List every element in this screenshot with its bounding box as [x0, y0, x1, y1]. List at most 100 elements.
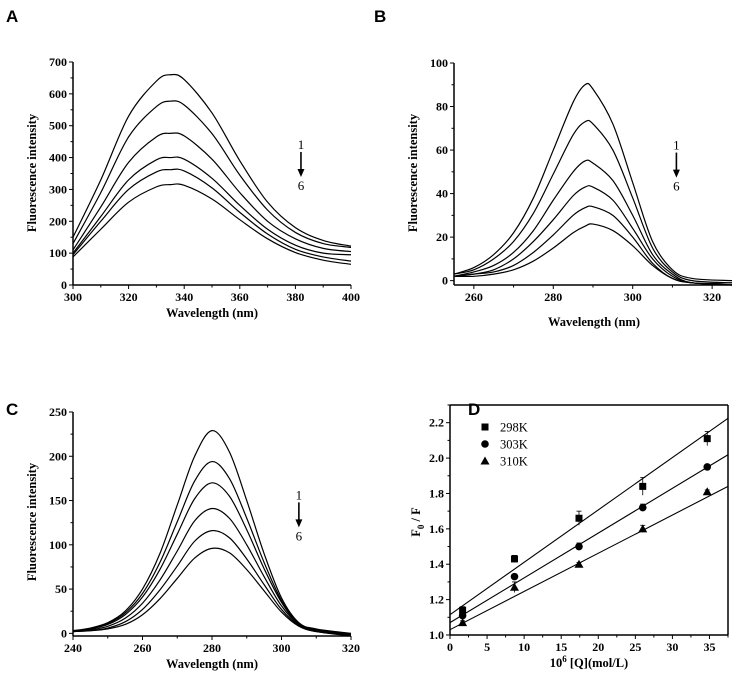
x-tick-label: 260 — [134, 641, 152, 655]
y-tick-label: 150 — [49, 494, 67, 508]
panel-label-a: A — [6, 7, 18, 26]
data-point-298K — [459, 606, 467, 614]
y-tick-label: 2.0 — [429, 451, 444, 465]
y-tick-label: 80 — [436, 100, 448, 114]
panel-label-b: B — [374, 7, 386, 26]
panel-b: 260 280 300 320 0 20 40 60 80 100 1 6 — [430, 56, 733, 304]
x-tick-label: 320 — [342, 641, 360, 655]
y-tick-label: 60 — [436, 143, 448, 157]
y-tick-label: 50 — [55, 582, 67, 596]
annotation-start-label: 1 — [296, 487, 303, 502]
spectrum-curve-6 — [453, 223, 733, 286]
fit-line-303K — [449, 454, 729, 624]
fit-line-310K — [449, 485, 729, 631]
panel-c-xlabel: Wavelength (nm) — [166, 657, 258, 671]
data-point-303K — [510, 572, 519, 581]
y-tick-label: 250 — [49, 405, 67, 419]
annotation-end-label: 6 — [296, 528, 303, 543]
y-tick-label: 300 — [49, 182, 67, 196]
x-tick-label: 25 — [629, 640, 641, 654]
panel-d-xlabel: 106 [Q](mol/L) — [550, 654, 628, 670]
y-tick-label: 200 — [49, 214, 67, 228]
y-tick-label: 0 — [61, 278, 67, 292]
panel-a-ylabel: Fluorescence intensity — [25, 113, 39, 232]
y-tick-label: 100 — [49, 538, 67, 552]
panel-d: 0 5 10 15 20 25 30 35 1.0 1.2 1.4 1.6 1.8 2.0 2.2 298K 3… — [429, 404, 729, 654]
data-point-298K — [510, 555, 518, 563]
panel-b-ylabel: Fluorescence intensity — [406, 113, 420, 232]
spectrum-curve-2 — [453, 119, 733, 284]
spectrum-curve-5 — [72, 168, 352, 262]
annotation-start-label: 1 — [298, 137, 305, 152]
y-tick-label: 0 — [61, 626, 67, 640]
y-tick-label: 100 — [430, 56, 448, 70]
spectrum-curve-2 — [72, 100, 352, 249]
x-tick-label: 400 — [342, 290, 360, 304]
x-tick-label: 380 — [286, 290, 304, 304]
legend-marker-298K — [481, 423, 489, 431]
x-tick-label: 320 — [120, 290, 138, 304]
spectrum-curve-5 — [453, 205, 733, 286]
fit-line-298K — [449, 417, 729, 616]
spectrum-curve-6 — [72, 547, 352, 637]
data-point-310K — [509, 582, 519, 591]
y-tick-label: 1.2 — [429, 593, 444, 607]
arrow-down-icon — [295, 519, 303, 528]
y-tick-label: 100 — [49, 246, 67, 260]
spectrum-curve-5 — [72, 529, 352, 636]
data-point-298K — [575, 514, 583, 522]
legend-label-303K: 303K — [500, 438, 528, 452]
data-point-310K — [702, 487, 712, 496]
spectrum-curve-1 — [72, 73, 352, 247]
arrow-down-icon — [672, 169, 680, 178]
legend-label-310K: 310K — [500, 455, 528, 469]
data-point-303K — [638, 503, 647, 512]
annotation-start-label: 1 — [673, 138, 680, 153]
x-tick-label: 340 — [175, 290, 193, 304]
x-tick-label: 15 — [555, 640, 567, 654]
annotation-end-label: 6 — [298, 178, 305, 193]
y-tick-label: 40 — [436, 187, 448, 201]
x-tick-label: 300 — [273, 641, 291, 655]
spectrum-curve-3 — [72, 482, 352, 635]
data-point-310K — [574, 559, 584, 568]
spectrum-curve-3 — [453, 159, 733, 285]
data-point-310K — [638, 524, 648, 533]
panel-label-c: C — [6, 400, 18, 419]
panel-c-ylabel: Fluorescence intensity — [25, 462, 39, 581]
spectrum-curve-6 — [72, 183, 352, 265]
legend-label-298K: 298K — [500, 421, 528, 435]
panel-a-xlabel: Wavelength (nm) — [166, 306, 258, 320]
y-tick-label: 20 — [436, 230, 448, 244]
spectrum-curve-1 — [72, 429, 352, 634]
y-tick-label: 500 — [49, 119, 67, 133]
x-tick-label: 300 — [624, 290, 642, 304]
y-tick-label: 400 — [49, 151, 67, 165]
x-tick-label: 10 — [518, 640, 530, 654]
spectrum-curve-4 — [72, 507, 352, 636]
panel-d-ylabel: F0 / F — [409, 507, 426, 537]
x-tick-label: 320 — [703, 290, 721, 304]
y-tick-label: 600 — [49, 87, 67, 101]
data-point-303K — [703, 463, 712, 471]
spectrum-curve-4 — [453, 185, 733, 286]
y-tick-label: 1.0 — [429, 628, 444, 642]
x-tick-label: 35 — [703, 640, 715, 654]
y-tick-label: 1.8 — [429, 486, 444, 500]
y-tick-label: 2.2 — [429, 416, 444, 430]
panel-a: 300 320 340 360 380 400 0 100 200 300 400 500 600 700… — [49, 55, 360, 304]
spectrum-curve-3 — [72, 132, 352, 253]
panel-c: 240 260 280 300 320 0 50 100 150 200 250 1 6 — [49, 405, 360, 655]
x-tick-label: 0 — [447, 640, 453, 654]
y-tick-label: 1.4 — [429, 557, 444, 571]
y-tick-label: 700 — [49, 55, 67, 69]
panel-label-d: D — [468, 400, 480, 419]
panel-b-xlabel: Wavelength (nm) — [548, 315, 640, 329]
legend-marker-310K — [480, 456, 490, 465]
x-tick-label: 240 — [64, 641, 82, 655]
y-tick-label: 1.6 — [429, 522, 444, 536]
y-tick-label: 200 — [49, 449, 67, 463]
data-point-303K — [575, 542, 583, 551]
x-tick-label: 5 — [484, 640, 490, 654]
